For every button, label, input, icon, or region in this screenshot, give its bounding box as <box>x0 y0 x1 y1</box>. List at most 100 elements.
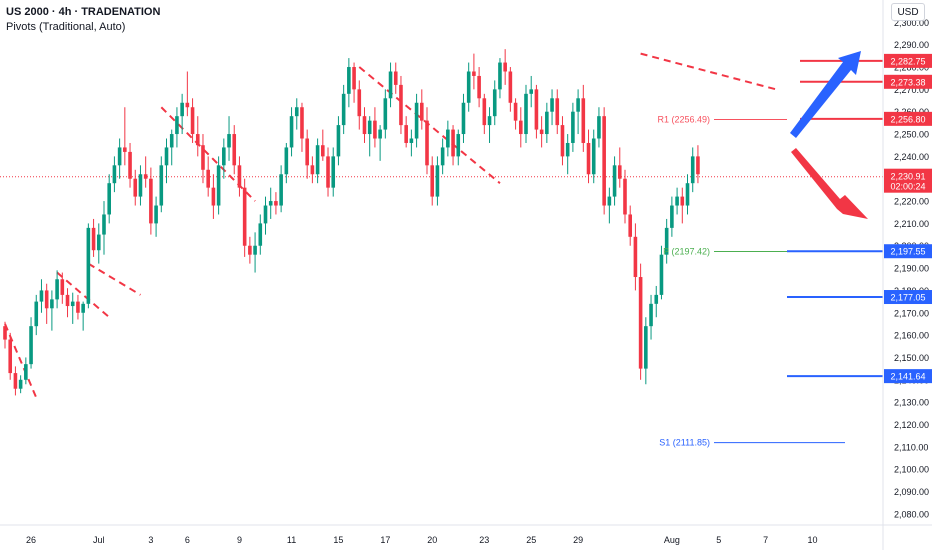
candle-body <box>96 234 101 251</box>
candle-body <box>680 196 685 206</box>
candle-body <box>294 107 299 117</box>
candle-body <box>102 214 106 235</box>
candle-body <box>112 165 117 184</box>
price-tick-label: 2,250.00 <box>894 130 929 140</box>
candle-body <box>378 129 382 139</box>
candle-body <box>446 129 450 148</box>
candle-body <box>388 71 393 99</box>
candle-body <box>477 75 481 99</box>
price-tick-label: 2,150.00 <box>894 353 929 363</box>
candle-body <box>545 111 549 135</box>
candle-body <box>300 107 304 139</box>
candle-body <box>472 71 476 76</box>
candle-body <box>581 98 586 143</box>
level-price-label: 2,273.38 <box>890 77 925 87</box>
indicator-label[interactable]: Pivots (Traditional, Auto) <box>6 21 126 33</box>
candle-body <box>373 120 377 139</box>
arrow-up-icon <box>790 51 861 138</box>
time-tick-label: 20 <box>427 535 437 545</box>
candle-body <box>44 290 49 309</box>
candle-body <box>690 156 695 184</box>
candle-body <box>128 151 132 179</box>
candle-body <box>451 129 455 157</box>
candle-body <box>696 156 700 175</box>
candle-body <box>8 339 13 374</box>
candle-body <box>654 294 659 304</box>
candle-body <box>461 102 466 135</box>
candle-body <box>383 98 388 130</box>
countdown-timer: 02:00:24 <box>890 182 925 192</box>
level-price-label: 2,197.55 <box>890 247 925 257</box>
candle-body <box>185 102 190 108</box>
candle-body <box>164 147 169 166</box>
time-tick-label: 29 <box>573 535 583 545</box>
candle-body <box>685 183 690 206</box>
candle-body <box>482 98 487 126</box>
candle-body <box>607 196 612 206</box>
time-tick-label: 5 <box>716 535 721 545</box>
price-tick-label: 2,130.00 <box>894 398 929 408</box>
pivot-label: S1 (2111.85) <box>659 438 710 448</box>
candle-body <box>336 125 341 157</box>
currency-button[interactable]: USD <box>891 3 925 21</box>
candle-body <box>466 71 471 103</box>
candle-body <box>143 174 148 179</box>
candle-body <box>425 120 429 166</box>
candle-body <box>670 205 674 228</box>
candle-body <box>341 93 346 126</box>
candle-body <box>576 98 580 112</box>
candle-body <box>227 134 231 148</box>
candle-body <box>393 71 398 85</box>
time-tick-label: 15 <box>333 535 343 545</box>
candle-body <box>159 165 164 206</box>
trendline <box>87 262 141 296</box>
arrow-down-icon <box>791 148 868 219</box>
candle-body <box>623 178 627 215</box>
candle-body <box>597 116 601 139</box>
candle-body <box>222 147 226 166</box>
candle-body <box>508 71 513 103</box>
candle-body <box>86 227 91 304</box>
symbol-title[interactable]: US 2000 · 4h · TRADENATION <box>6 6 161 18</box>
candle-body <box>284 147 289 175</box>
arrows <box>790 51 868 219</box>
time-axis[interactable]: 26 Jul 3 6 9 11 15 17 20 23 25 29 Aug 5 7 10 <box>0 524 932 545</box>
candle-body <box>258 223 263 246</box>
candle-body <box>253 245 257 255</box>
candle-body <box>107 183 111 215</box>
candle-body <box>659 254 664 295</box>
time-tick-label: 7 <box>763 535 768 545</box>
candle-body <box>237 165 242 188</box>
trendline <box>358 66 501 184</box>
candle-body <box>18 379 23 389</box>
pivot-label: R1 (2256.49) <box>657 115 710 125</box>
time-tick-label: 11 <box>287 535 296 545</box>
candles <box>3 49 700 396</box>
candle-body <box>331 156 336 188</box>
price-tick-label: 2,170.00 <box>894 308 929 318</box>
time-tick-label: 3 <box>148 535 153 545</box>
candle-body <box>644 326 648 369</box>
time-tick-label: 26 <box>26 535 36 545</box>
price-tick-label: 2,120.00 <box>894 420 929 430</box>
time-tick-label: Jul <box>93 535 105 545</box>
candle-body <box>60 279 65 295</box>
candle-body <box>91 227 96 251</box>
candle-body <box>268 201 273 206</box>
chart-legend: US 2000 · 4h · TRADENATION Pivots (Tradi… <box>6 5 160 35</box>
candle-body <box>65 294 70 307</box>
candle-body <box>675 196 679 206</box>
price-tick-label: 2,240.00 <box>894 152 929 162</box>
candle-body <box>242 187 247 246</box>
time-tick-label: 10 <box>808 535 818 545</box>
level-price-label: 2,141.64 <box>890 372 925 382</box>
candle-body <box>492 89 497 117</box>
price-axis[interactable]: 2,300.002,290.002,280.002,270.002,260.00… <box>882 0 932 550</box>
candle-body <box>24 364 28 380</box>
price-tick-label: 2,300.00 <box>894 18 929 28</box>
candle-body <box>664 227 669 255</box>
candle-body <box>201 145 205 170</box>
price-tick-label: 2,210.00 <box>894 219 929 229</box>
candle-body <box>81 303 85 313</box>
